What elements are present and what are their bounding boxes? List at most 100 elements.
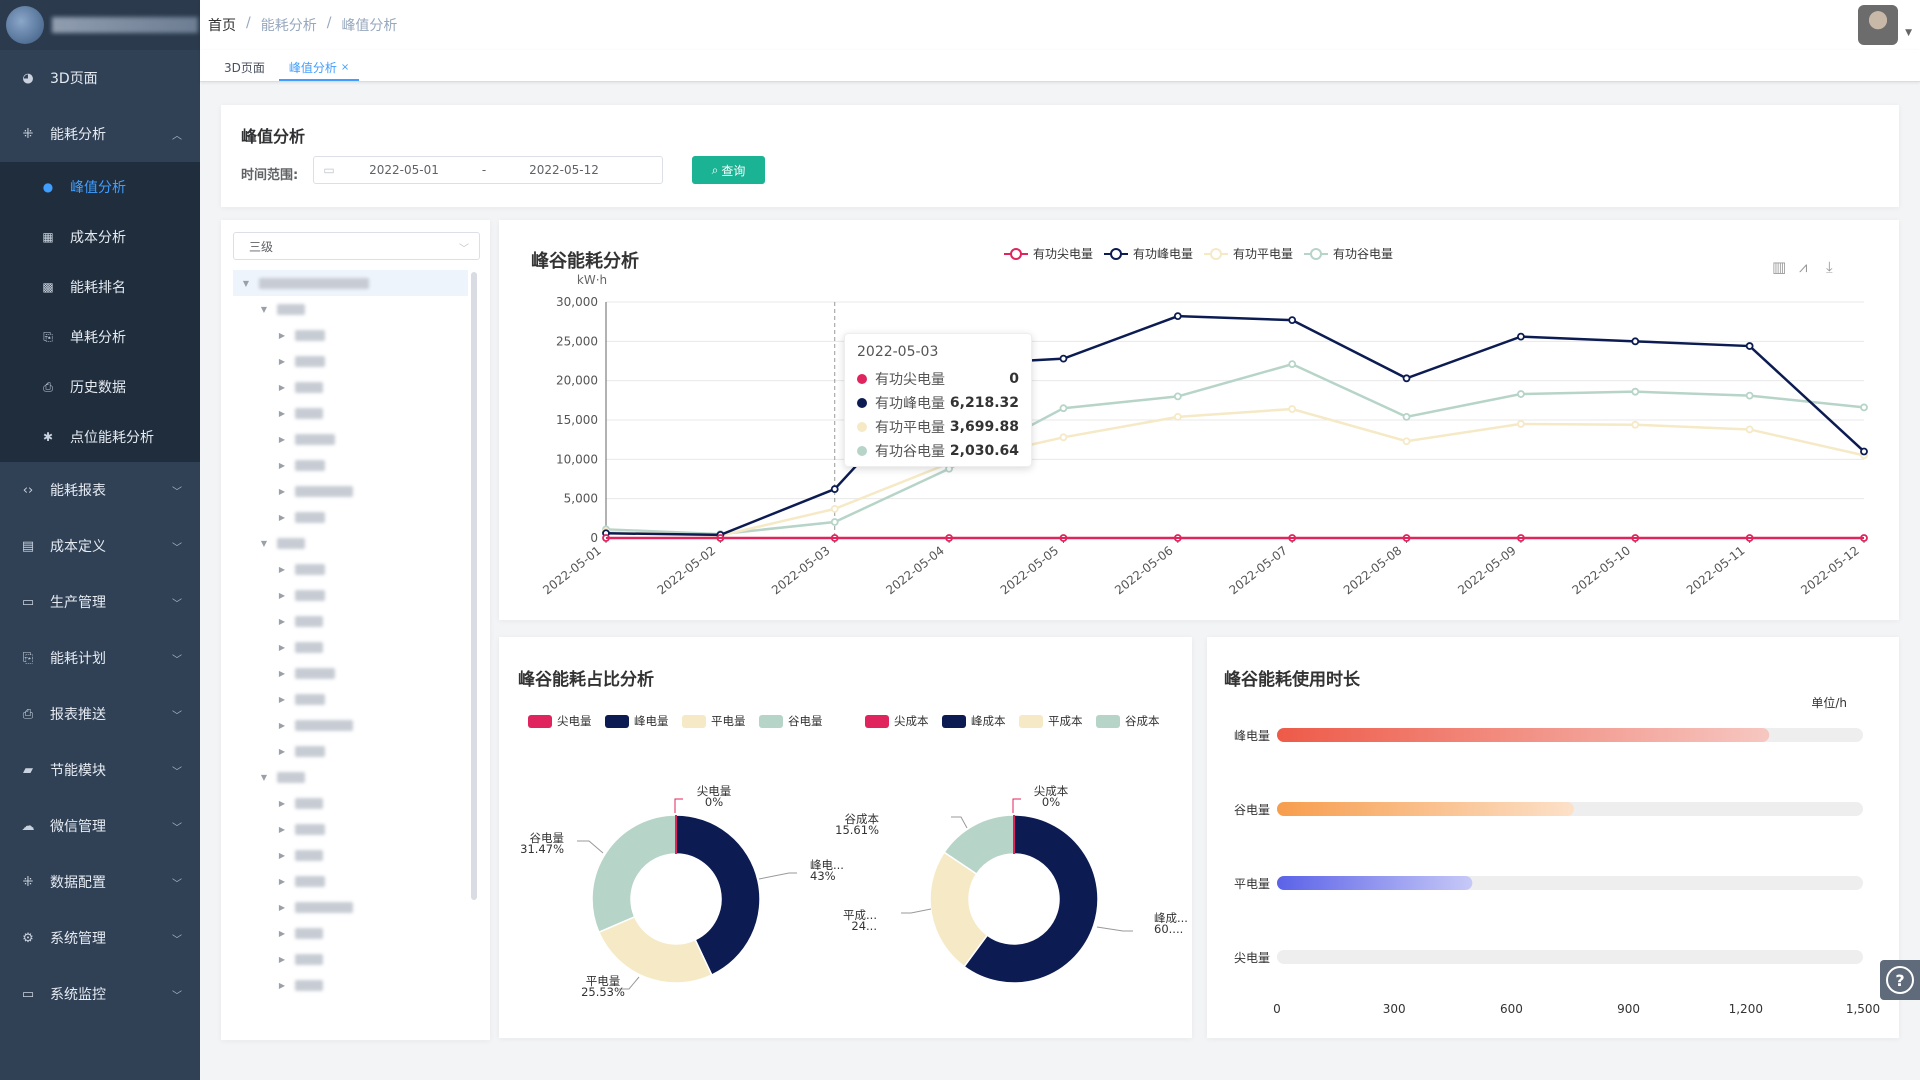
download-icon[interactable]: ⤓	[1826, 258, 1833, 276]
tree-node[interactable]: ▶	[233, 686, 468, 712]
sidebar-item-11[interactable]: ▭ 系统监控 ﹀	[0, 966, 200, 1022]
caret-right-icon[interactable]: ▶	[278, 512, 286, 522]
tree-node[interactable]: ▶	[233, 426, 468, 452]
tree-node[interactable]: ▼	[233, 296, 468, 322]
tree-node[interactable]: ▶	[233, 322, 468, 348]
sidebar-subitem-2[interactable]: ▩ 能耗排名	[0, 262, 200, 312]
tree-node[interactable]: ▶	[233, 920, 468, 946]
caret-right-icon[interactable]: ▶	[278, 798, 286, 808]
tree-node[interactable]: ▼	[233, 530, 468, 556]
caret-down-icon[interactable]: ▼	[260, 538, 268, 548]
sidebar-item-1[interactable]: ⁜ 能耗分析 ︿	[0, 106, 200, 162]
tree-node[interactable]: ▶	[233, 374, 468, 400]
caret-right-icon[interactable]: ▶	[278, 616, 286, 626]
tree-node[interactable]: ▶	[233, 400, 468, 426]
tree-node[interactable]: ▶	[233, 608, 468, 634]
tree-node[interactable]: ▶	[233, 348, 468, 374]
breadcrumb-item[interactable]: 能耗分析	[260, 18, 317, 34]
tree-node[interactable]: ▶	[233, 634, 468, 660]
caret-right-icon[interactable]: ▶	[278, 824, 286, 834]
unit-label: 单位/h	[1811, 695, 1847, 710]
date-range-picker[interactable]: ▭ 2022-05-01 - 2022-05-12	[313, 156, 663, 184]
sidebar-subitem-1[interactable]: ▦ 成本分析	[0, 212, 200, 262]
caret-right-icon[interactable]: ▶	[278, 590, 286, 600]
tree-node[interactable]: ▶	[233, 790, 468, 816]
sidebar-subitem-0[interactable]: ● 峰值分析	[0, 162, 200, 212]
tag-peak-analysis[interactable]: 峰值分析 ×	[278, 55, 360, 81]
tree-scrollbar[interactable]	[471, 272, 477, 900]
start-date-input[interactable]: 2022-05-01	[369, 163, 439, 177]
close-icon[interactable]: ×	[340, 61, 350, 73]
avatar[interactable]	[1858, 5, 1898, 45]
caret-right-icon[interactable]: ▶	[278, 330, 286, 340]
sidebar-subitem-3[interactable]: ⎘ 单耗分析	[0, 312, 200, 362]
tree-node[interactable]: ▶	[233, 894, 468, 920]
tree-node[interactable]: ▶	[233, 504, 468, 530]
bar-chart-toggle-icon[interactable]: ▥	[1772, 258, 1787, 276]
pie-charts[interactable]: 尖电量 峰电量 平电量 谷电量尖电量0%峰电...43%平电量25.53%谷电量31.…	[499, 637, 1192, 1038]
tree-node[interactable]: ▶	[233, 712, 468, 738]
caret-right-icon[interactable]: ▶	[278, 746, 286, 756]
level-select[interactable]: 三级 ﹀	[233, 232, 480, 260]
caret-right-icon[interactable]: ▶	[278, 694, 286, 704]
caret-right-icon[interactable]: ▶	[278, 850, 286, 860]
sidebar-item-6[interactable]: ⎙ 报表推送 ﹀	[0, 686, 200, 742]
sidebar-item-10[interactable]: ⚙ 系统管理 ﹀	[0, 910, 200, 966]
sidebar-item-7[interactable]: ▰ 节能模块 ﹀	[0, 742, 200, 798]
clipboard-icon: ⎘	[22, 650, 34, 666]
caret-right-icon[interactable]: ▶	[278, 902, 286, 912]
tree-node[interactable]: ▶	[233, 816, 468, 842]
help-button[interactable]: ?	[1880, 960, 1920, 1000]
sidebar-item-4[interactable]: ▭ 生产管理 ﹀	[0, 574, 200, 630]
tree-node[interactable]: ▶	[233, 868, 468, 894]
breadcrumb-home[interactable]: 首页	[208, 18, 236, 34]
tree-node[interactable]: ▼	[233, 764, 468, 790]
tree-node[interactable]: ▶	[233, 452, 468, 478]
sidebar-item-5[interactable]: ⎘ 能耗计划 ﹀	[0, 630, 200, 686]
caret-right-icon[interactable]: ▶	[278, 486, 286, 496]
caret-down-icon[interactable]: ▼	[260, 304, 268, 314]
caret-right-icon[interactable]: ▶	[278, 564, 286, 574]
tree-node[interactable]: ▶	[233, 478, 468, 504]
tree-node[interactable]: ▶	[233, 660, 468, 686]
slice-label: 平电量	[586, 974, 621, 988]
caret-down-icon[interactable]: ▼	[1905, 28, 1912, 38]
caret-down-icon[interactable]: ▼	[260, 772, 268, 782]
caret-right-icon[interactable]: ▶	[278, 642, 286, 652]
sidebar-subitem-4[interactable]: ⎙ 历史数据	[0, 362, 200, 412]
caret-right-icon[interactable]: ▶	[278, 434, 286, 444]
caret-right-icon[interactable]: ▶	[278, 954, 286, 964]
sidebar-item-0[interactable]: ◕ 3D页面	[0, 50, 200, 106]
line-chart-toggle-icon[interactable]: ⩘	[1799, 258, 1808, 276]
caret-right-icon[interactable]: ▶	[278, 980, 286, 990]
tree-node[interactable]: ▶	[233, 946, 468, 972]
sidebar-item-3[interactable]: ▤ 成本定义 ﹀	[0, 518, 200, 574]
caret-right-icon[interactable]: ▶	[278, 460, 286, 470]
sidebar-subitem-5[interactable]: ✱ 点位能耗分析	[0, 412, 200, 462]
app-logo[interactable]	[0, 0, 200, 50]
query-button[interactable]: ⌕ 查询	[692, 156, 765, 184]
caret-right-icon[interactable]: ▶	[278, 408, 286, 418]
sidebar-item-8[interactable]: ☁ 微信管理 ﹀	[0, 798, 200, 854]
series-line	[605, 362, 1865, 536]
caret-right-icon[interactable]: ▶	[278, 382, 286, 392]
caret-down-icon[interactable]: ▼	[242, 278, 250, 288]
tree-node[interactable]: ▶	[233, 556, 468, 582]
end-date-input[interactable]: 2022-05-12	[529, 163, 599, 177]
sidebar-subitem-label: 历史数据	[70, 380, 126, 396]
sidebar-item-2[interactable]: ‹› 能耗报表 ﹀	[0, 462, 200, 518]
caret-right-icon[interactable]: ▶	[278, 928, 286, 938]
tree-node[interactable]: ▼	[233, 270, 468, 296]
caret-right-icon[interactable]: ▶	[278, 720, 286, 730]
caret-right-icon[interactable]: ▶	[278, 356, 286, 366]
tag-3d-page[interactable]: 3D页面	[218, 55, 271, 81]
sidebar-item-9[interactable]: ⁜ 数据配置 ﹀	[0, 854, 200, 910]
caret-right-icon[interactable]: ▶	[278, 668, 286, 678]
caret-right-icon[interactable]: ▶	[278, 876, 286, 886]
tree-node[interactable]: ▶	[233, 738, 468, 764]
tree-node[interactable]: ▶	[233, 582, 468, 608]
tree-node[interactable]: ▶	[233, 842, 468, 868]
tree-node[interactable]: ▶	[233, 972, 468, 998]
line-chart[interactable]: kW·h 0 5,000 10,000 15,000 20,000 25,000 30,000…	[499, 220, 1899, 620]
